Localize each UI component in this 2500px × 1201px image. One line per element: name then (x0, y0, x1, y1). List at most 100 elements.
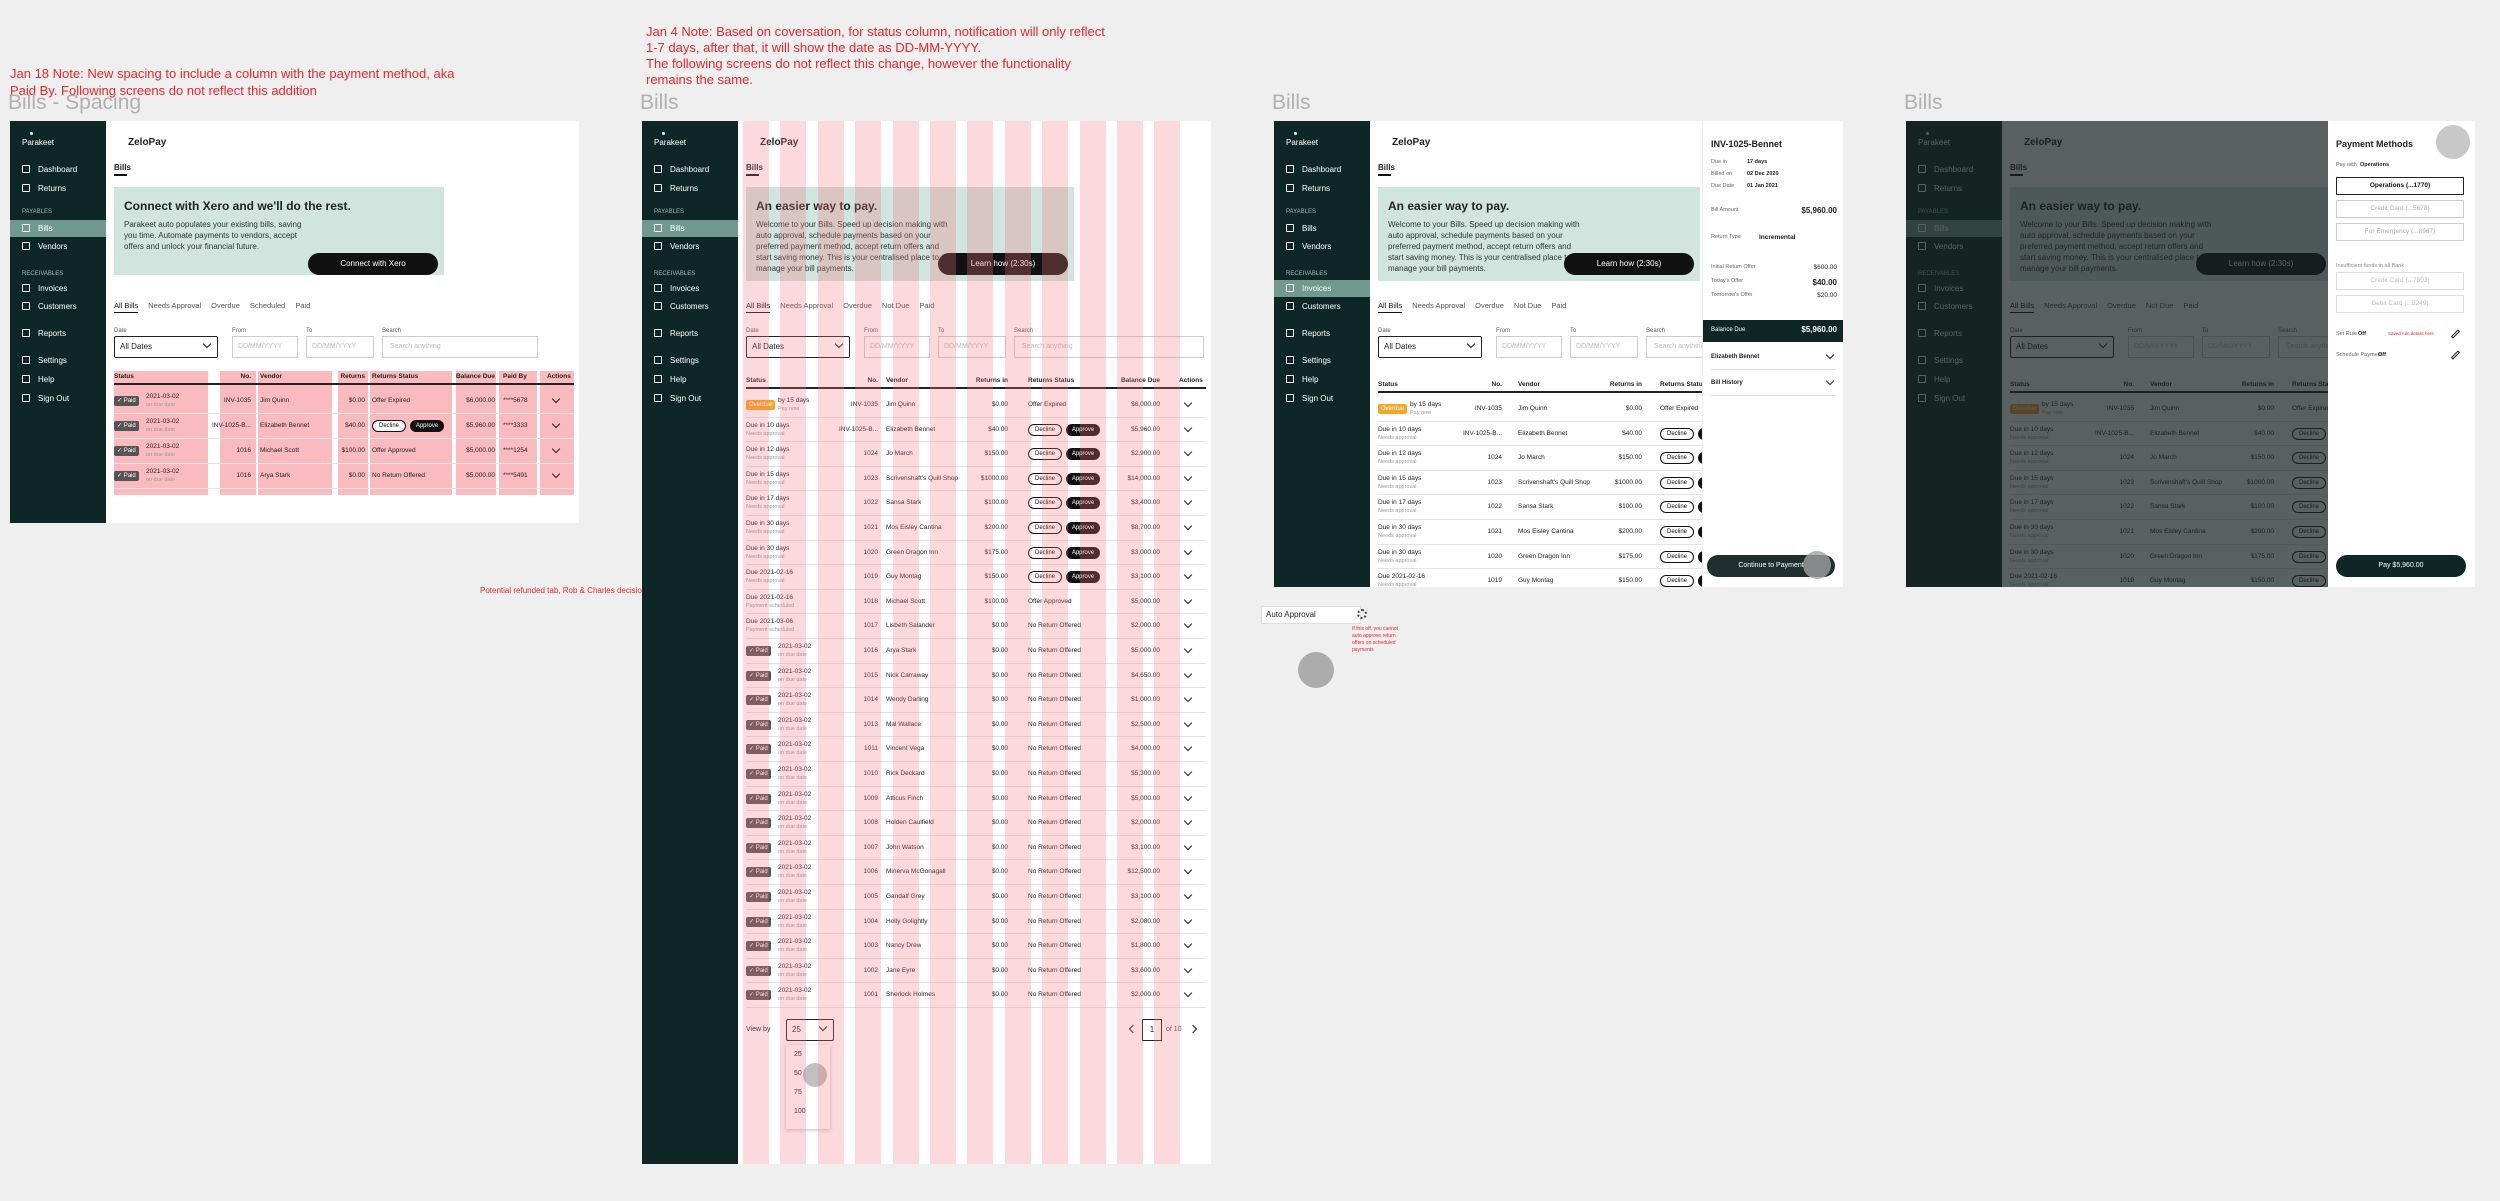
page-size-option[interactable]: 100 (794, 1108, 806, 1115)
decline-button[interactable]: Decline (1028, 472, 1062, 485)
decline-button[interactable]: Decline (1028, 497, 1062, 510)
filter-tab[interactable]: Paid (919, 301, 935, 310)
decline-button[interactable]: Decline (1028, 522, 1062, 534)
page-size-select[interactable] (786, 1019, 834, 1041)
approve-button[interactable]: Approve (1066, 571, 1100, 584)
edit-icon[interactable] (2450, 329, 2461, 339)
approve-button[interactable]: Approve (1066, 448, 1100, 461)
approve-button[interactable]: Approve (1066, 423, 1100, 436)
approve-button[interactable]: Approve (1066, 546, 1100, 559)
banner-button[interactable]: Connect with Xero (308, 253, 438, 275)
settings-icon[interactable] (1357, 609, 1367, 619)
to-input[interactable] (1570, 336, 1638, 358)
pay-button[interactable]: Pay $5,960.00 (2336, 555, 2466, 577)
decline-button[interactable]: Decline (1028, 423, 1062, 436)
filter-tab[interactable]: Needs Approval (780, 301, 834, 310)
date-select[interactable] (1378, 336, 1482, 358)
sidebar-item[interactable]: Sign Out (38, 394, 70, 403)
banner-button[interactable]: Learn how (2:30s) (1564, 253, 1694, 275)
from-input[interactable] (232, 336, 298, 358)
sidebar-item[interactable]: Invoices (670, 284, 700, 293)
from-input[interactable] (864, 336, 930, 358)
sidebar-item[interactable]: Sign Out (670, 394, 702, 403)
decline-button[interactable]: Decline (1660, 452, 1694, 465)
decline-button[interactable]: Decline (372, 420, 406, 432)
decline-button[interactable]: Decline (1660, 476, 1694, 489)
decline-button[interactable]: Decline (1028, 571, 1062, 584)
sidebar-item[interactable]: Vendors (38, 242, 68, 251)
auto-approval-input[interactable]: Auto Approval (1261, 606, 1361, 624)
filter-tab[interactable]: Paid (295, 301, 311, 310)
sidebar-item[interactable]: Settings (38, 356, 67, 365)
sidebar-item[interactable]: Customers (670, 302, 709, 311)
page-tab[interactable]: Bills (1378, 163, 1395, 172)
filter-tab[interactable]: Overdue (843, 301, 872, 310)
page-size-option[interactable]: 25 (794, 1051, 802, 1058)
sidebar-item[interactable]: Help (1302, 375, 1319, 384)
sidebar-item[interactable]: Reports (670, 329, 699, 338)
date-select[interactable] (114, 336, 218, 358)
accordion-title[interactable]: Elizabeth Bennet (1711, 354, 1760, 360)
sidebar-item[interactable]: Settings (1302, 356, 1331, 365)
page-tab[interactable]: Bills (746, 163, 763, 172)
filter-tab[interactable]: Overdue (1475, 301, 1504, 310)
banner-button[interactable]: Learn how (2:30s) (938, 253, 1068, 275)
decline-button[interactable]: Decline (1660, 550, 1694, 563)
search-input[interactable] (1014, 336, 1204, 358)
decline-button[interactable]: Decline (1660, 575, 1694, 587)
sidebar-item[interactable]: Dashboard (670, 165, 710, 174)
payment-option[interactable]: Debit Card (...5249) (2336, 295, 2464, 313)
filter-tab[interactable]: Scheduled (249, 301, 286, 310)
filter-tab[interactable]: All Bills (1378, 301, 1403, 313)
sidebar-item[interactable]: Bills (1302, 224, 1317, 233)
approve-button[interactable]: Approve (1066, 522, 1100, 534)
sidebar-item[interactable]: Sign Out (1302, 394, 1334, 403)
filter-tab[interactable]: Not Due (881, 301, 910, 310)
payment-option[interactable]: Operations (...1770) (2336, 177, 2464, 195)
filter-tab[interactable]: Not Due (1513, 301, 1542, 310)
sidebar-item[interactable]: Invoices (38, 284, 68, 293)
filter-tab[interactable]: Paid (1551, 301, 1567, 310)
filter-tab[interactable]: Overdue (211, 301, 240, 310)
sidebar-item[interactable]: Invoices (1302, 284, 1332, 293)
sidebar-item[interactable]: Bills (670, 224, 685, 233)
payment-option[interactable]: Credit Card (...5678) (2336, 200, 2464, 218)
filter-tab[interactable]: All Bills (746, 301, 771, 313)
sidebar-item[interactable]: Settings (670, 356, 699, 365)
sidebar-item[interactable]: Returns (1302, 184, 1331, 193)
sidebar-item[interactable]: Vendors (1302, 242, 1332, 251)
schedule-state[interactable]: Off (2378, 352, 2386, 358)
approve-button[interactable]: Approve (410, 420, 444, 432)
decline-button[interactable]: Decline (1660, 501, 1694, 514)
date-select[interactable] (746, 336, 850, 358)
decline-button[interactable]: Decline (1028, 448, 1062, 461)
edit-icon[interactable] (2450, 350, 2461, 360)
from-input[interactable] (1496, 336, 1562, 358)
sidebar-item[interactable]: Returns (670, 184, 699, 193)
to-input[interactable] (306, 336, 374, 358)
sidebar-item[interactable]: Help (670, 375, 687, 384)
filter-tab[interactable]: All Bills (114, 301, 139, 313)
decline-button[interactable]: Decline (1028, 546, 1062, 559)
page-tab[interactable]: Bills (114, 163, 131, 172)
decline-button[interactable]: Decline (1660, 526, 1694, 538)
page-size-option[interactable]: 75 (794, 1089, 802, 1096)
sidebar-item[interactable]: Help (38, 375, 55, 384)
sidebar-item[interactable]: Returns (38, 184, 67, 193)
sidebar-item[interactable]: Vendors (670, 242, 700, 251)
sidebar-item[interactable]: Customers (1302, 302, 1341, 311)
payment-option[interactable]: For Emergency (...8967) (2336, 223, 2464, 241)
sidebar-item[interactable]: Customers (38, 302, 77, 311)
approve-button[interactable]: Approve (1066, 497, 1100, 510)
to-input[interactable] (938, 336, 1006, 358)
decline-button[interactable]: Decline (1660, 427, 1694, 440)
sidebar-item[interactable]: Dashboard (1302, 165, 1342, 174)
payment-option[interactable]: Credit Card (...7803) (2336, 272, 2464, 290)
next-page[interactable] (1188, 1024, 1198, 1034)
filter-tab[interactable]: Needs Approval (148, 301, 202, 310)
sidebar-item[interactable]: Dashboard (38, 165, 78, 174)
search-input[interactable] (382, 336, 538, 358)
sidebar-item[interactable]: Bills (38, 224, 53, 233)
approve-button[interactable]: Approve (1066, 472, 1100, 485)
page-size-option[interactable]: 50 (794, 1070, 802, 1077)
